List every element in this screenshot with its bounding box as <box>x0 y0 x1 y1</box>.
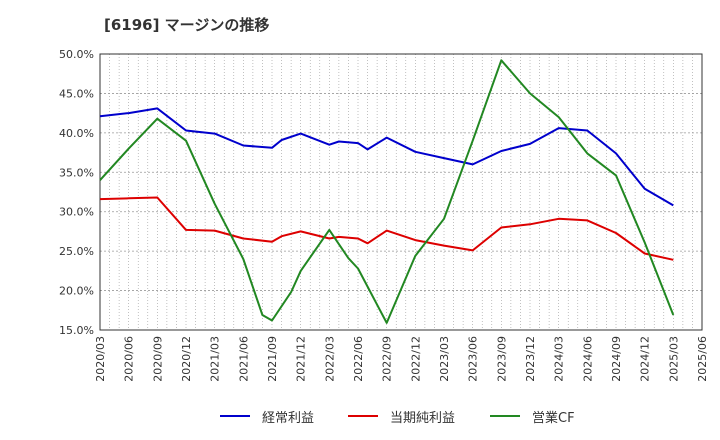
x-tick-label: 2021/03 <box>209 336 222 382</box>
x-tick-label: 2024/12 <box>639 336 652 382</box>
x-tick-label: 2021/12 <box>295 336 308 382</box>
legend-item-ordinary-profit: 経常利益 <box>220 404 314 428</box>
x-tick-label: 2024/09 <box>610 336 623 382</box>
chart-legend: 経常利益 当期純利益 営業CF <box>0 404 720 428</box>
legend-label-net-income: 当期純利益 <box>390 410 456 426</box>
x-tick-label: 2025/06 <box>696 336 709 382</box>
x-tick-label: 2021/06 <box>237 336 250 382</box>
plot-area <box>100 54 702 330</box>
x-tick-label: 2023/09 <box>495 336 508 382</box>
x-tick-label: 2024/06 <box>581 336 594 382</box>
series-line-operating-cf <box>99 59 675 324</box>
x-tick-label: 2025/03 <box>667 336 680 382</box>
y-tick-label: 25.0% <box>59 245 94 258</box>
y-tick-label: 35.0% <box>59 166 94 179</box>
legend-label-ordinary-profit: 経常利益 <box>262 410 315 426</box>
x-tick-label: 2023/12 <box>524 336 537 382</box>
x-tick-label: 2022/09 <box>381 336 394 382</box>
y-tick-label: 50.0% <box>59 48 94 61</box>
x-tick-label: 2021/09 <box>266 336 279 382</box>
y-tick-label: 30.0% <box>59 206 94 219</box>
y-tick-label: 15.0% <box>59 324 94 337</box>
plot-border <box>99 53 703 331</box>
x-tick-label: 2023/03 <box>438 336 451 382</box>
y-tick-label: 45.0% <box>59 87 94 100</box>
legend-item-net-income: 当期純利益 <box>348 404 455 428</box>
series-line-net-income <box>99 196 674 261</box>
legend-swatch-net-income <box>348 415 378 417</box>
x-tick-label: 2022/03 <box>323 336 336 382</box>
x-tick-label: 2020/09 <box>151 336 164 382</box>
x-tick-label: 2022/12 <box>409 336 422 382</box>
x-tick-label: 2020/06 <box>123 336 136 382</box>
y-tick-label: 40.0% <box>59 127 94 140</box>
chart-title: [6196] マージンの推移 <box>104 16 270 34</box>
legend-item-operating-cf: 営業CF <box>490 404 575 428</box>
series-line-ordinary-profit <box>99 107 674 207</box>
x-tick-label: 2020/03 <box>94 336 107 382</box>
legend-swatch-operating-cf <box>490 415 520 417</box>
x-tick-label: 2023/06 <box>467 336 480 382</box>
x-tick-label: 2024/03 <box>553 336 566 382</box>
legend-swatch-ordinary-profit <box>220 415 250 417</box>
y-tick-label: 20.0% <box>59 285 94 298</box>
x-tick-label: 2022/06 <box>352 336 365 382</box>
legend-label-operating-cf: 営業CF <box>532 410 575 426</box>
x-tick-label: 2020/12 <box>180 336 193 382</box>
